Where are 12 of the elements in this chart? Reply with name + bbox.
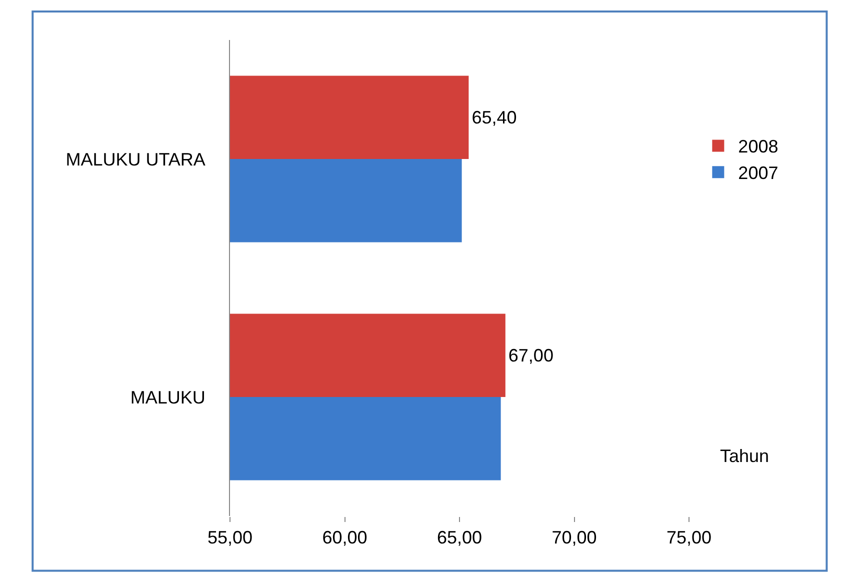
legend-label: 2007 — [738, 163, 778, 184]
data-label: 65,40 — [472, 107, 517, 128]
text: Tahun — [720, 446, 770, 466]
x-tick-label: 60,00 — [322, 528, 368, 548]
x-tick-label: 75,00 — [666, 528, 712, 548]
data-label: 67,00 — [508, 345, 554, 366]
x-tick-label: 55,00 — [207, 528, 253, 548]
x-tick-label: 65,00 — [436, 528, 482, 548]
y-tick-label: MALUKU UTARA — [66, 149, 206, 170]
x-tick-label: 70,00 — [552, 528, 597, 548]
legend-label: 2008 — [738, 136, 778, 157]
y-tick-label: MALUKU — [130, 387, 206, 408]
